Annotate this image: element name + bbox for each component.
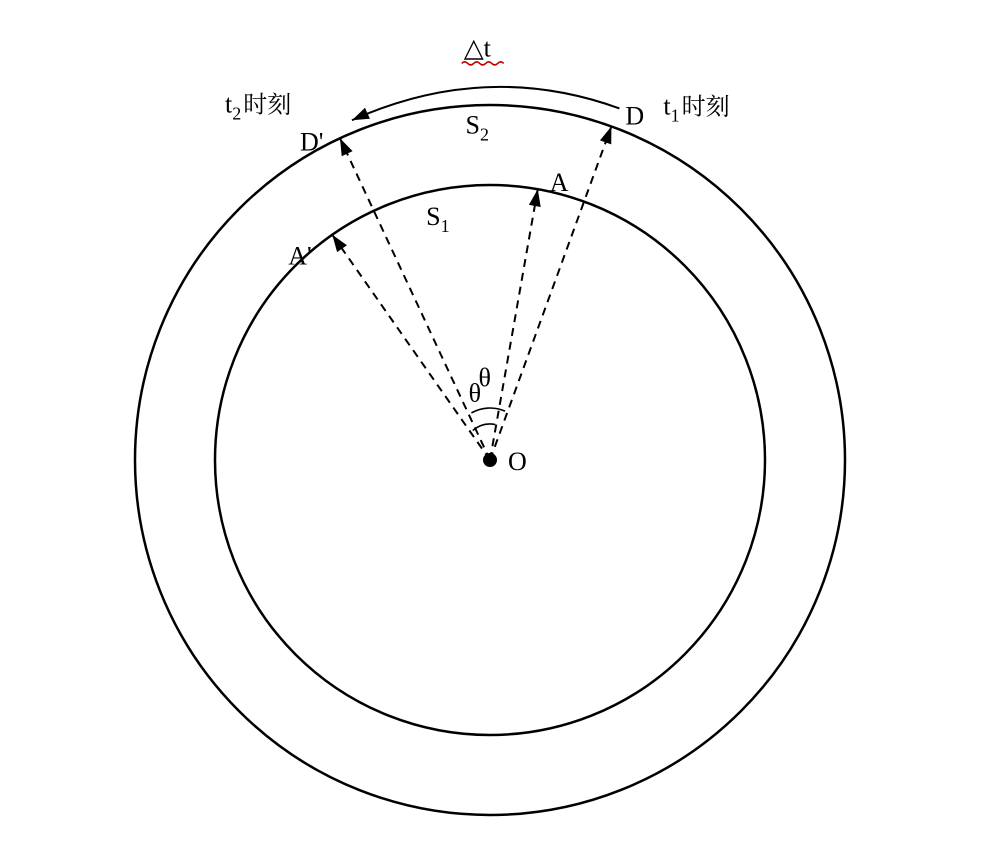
label-A: A — [550, 168, 569, 197]
arrowhead — [352, 108, 370, 120]
label-D: D — [625, 101, 644, 130]
label-Aprime: A' — [288, 242, 311, 271]
arrowhead — [600, 126, 611, 144]
label-S1: S1 — [426, 202, 449, 236]
diagram-canvas: OAA'DD'S1S2θθ△tt1时刻t2时刻 — [0, 0, 1000, 848]
arrowhead — [340, 138, 353, 156]
label-t2-time: t2时刻 — [225, 84, 291, 123]
theta-arc-outer — [471, 408, 505, 413]
label-delta-t: △t — [464, 33, 492, 62]
radius-O-A — [490, 189, 538, 460]
label-t1-time: t1时刻 — [663, 86, 729, 125]
label-Dprime: D' — [300, 127, 323, 156]
radius-O-Aprime — [332, 235, 490, 460]
label-O: O — [508, 447, 527, 476]
arrowhead — [332, 235, 347, 252]
center-point-O — [483, 453, 497, 467]
label-theta-outer: θ — [479, 363, 491, 392]
label-S2: S2 — [465, 110, 488, 144]
arrowhead — [529, 189, 541, 207]
